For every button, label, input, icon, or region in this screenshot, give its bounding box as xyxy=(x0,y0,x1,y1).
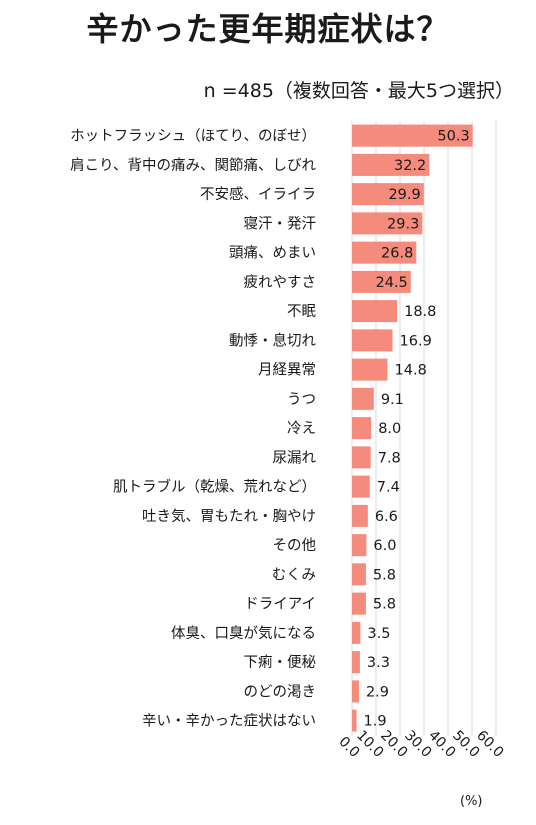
value-label: 32.2 xyxy=(394,158,426,174)
bar xyxy=(352,212,423,235)
value-label: 29.9 xyxy=(388,187,420,203)
category-label: 頭痛、めまい xyxy=(229,245,316,262)
value-label: 26.8 xyxy=(381,246,413,262)
bar xyxy=(352,387,374,410)
value-label: 14.8 xyxy=(395,363,427,379)
category-label: その他 xyxy=(273,537,317,554)
bar xyxy=(352,592,366,615)
chart-subtitle: n =485（複数回答・最大5つ選択） xyxy=(203,80,514,102)
category-label: うつ xyxy=(287,392,316,408)
category-label: 尿漏れ xyxy=(273,449,317,466)
category-label: 冷え xyxy=(287,420,316,437)
value-label: 16.9 xyxy=(400,333,432,349)
bar xyxy=(352,651,360,674)
bar xyxy=(352,709,357,732)
category-label: 月経異常 xyxy=(258,362,316,379)
category-label: 不安感、イライラ xyxy=(200,186,316,203)
value-label: 9.1 xyxy=(381,392,404,408)
bar xyxy=(352,358,388,381)
bar xyxy=(352,534,367,557)
value-label: 29.3 xyxy=(387,216,419,232)
value-label: 5.8 xyxy=(373,597,396,613)
value-label: 18.8 xyxy=(404,304,436,320)
bar xyxy=(352,124,473,147)
bar xyxy=(352,417,372,440)
category-label: のどの渇き xyxy=(244,683,317,700)
bar xyxy=(352,475,370,498)
unit-label: (%) xyxy=(460,794,483,809)
bar xyxy=(352,241,417,264)
category-label: 疲れやすさ xyxy=(244,274,317,291)
bar xyxy=(352,270,411,293)
category-label: 肩こり、背中の痛み、関節痛、しびれ xyxy=(70,156,316,174)
value-label: 7.8 xyxy=(378,450,401,466)
value-label: 2.9 xyxy=(366,684,389,700)
value-label: 3.3 xyxy=(367,655,390,671)
value-label: 8.0 xyxy=(378,421,401,437)
value-label: 50.3 xyxy=(437,129,469,145)
bar xyxy=(352,446,371,469)
bar xyxy=(352,621,361,644)
category-label: ドライアイ xyxy=(244,597,316,613)
bar xyxy=(352,183,424,206)
bar xyxy=(352,329,393,352)
bar xyxy=(352,504,368,527)
category-label: 肌トラブル（乾燥、荒れなど） xyxy=(113,478,316,496)
category-label: 吐き気、胃もたれ・胸やけ xyxy=(142,508,316,525)
category-label: 体臭、口臭が気になる xyxy=(171,625,316,642)
category-label: 辛い・辛かった症状はない xyxy=(142,713,316,730)
value-label: 24.5 xyxy=(376,275,408,291)
bar xyxy=(352,680,359,703)
bars xyxy=(352,124,473,732)
category-label: ホットフラッシュ（ほてり、のぼせ） xyxy=(70,128,316,145)
bar xyxy=(352,563,366,586)
category-label: 寝汗・発汗 xyxy=(244,214,317,232)
value-label: 7.4 xyxy=(377,480,400,496)
category-label: 不眠 xyxy=(287,304,316,320)
value-label: 5.8 xyxy=(373,567,396,583)
category-label: むくみ xyxy=(272,566,316,583)
value-labels: 50.3 32.2 29.9 29.3 26.8 24.5 18.8 16.9 14.8 9.1 8… xyxy=(364,129,470,730)
value-label: 6.6 xyxy=(375,509,398,525)
x-axis-ticks: 0.010.020.030.040.050.060.0 xyxy=(335,727,506,760)
category-label: 動悸・息切れ xyxy=(229,332,316,349)
bar xyxy=(352,300,398,323)
chart-title: 辛かった更年期症状は？ xyxy=(86,10,450,48)
value-label: 3.5 xyxy=(367,626,390,642)
value-label: 1.9 xyxy=(364,714,387,730)
value-label: 6.0 xyxy=(373,538,396,554)
category-label: 下痢・便秘 xyxy=(244,654,317,671)
bar xyxy=(352,153,430,176)
category-labels: ホットフラッシュ（ほてり、のぼせ） 肩こり、背中の痛み、関節痛、しびれ不安感、イラ… xyxy=(70,128,316,730)
